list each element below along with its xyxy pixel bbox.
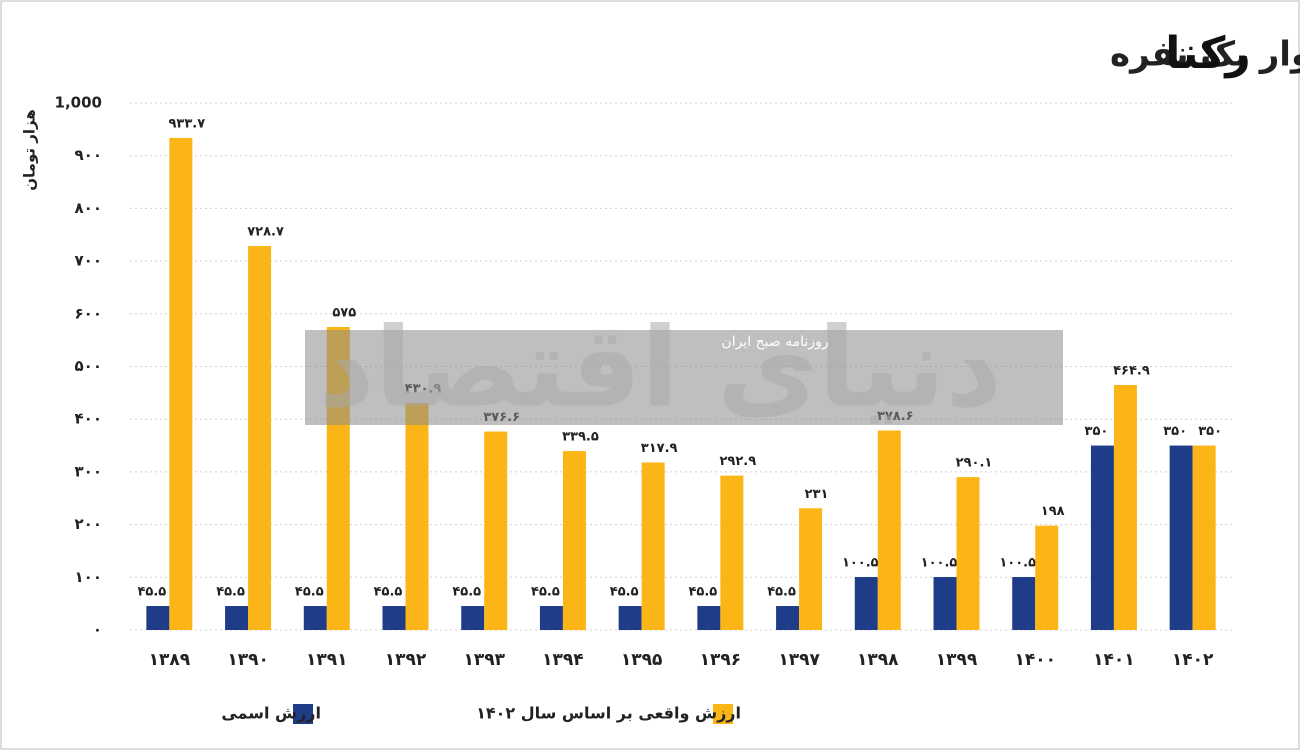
value-label: ۴۵.۵ <box>374 585 403 600</box>
x-tick-label: ۱۳۹۲ <box>385 650 427 670</box>
bar <box>405 402 429 630</box>
y-axis-label: هزار تومان <box>21 109 39 191</box>
value-label: ۳۱۷.۹ <box>641 441 678 456</box>
bar <box>1113 384 1137 630</box>
value-label: ۴۵.۵ <box>688 585 717 600</box>
bar <box>776 606 800 630</box>
y-tick-label: ۲۰۰ <box>75 515 102 533</box>
bar <box>225 606 249 630</box>
value-label: ۵۷۵ <box>332 305 356 320</box>
x-tick-label: ۱۳۹۳ <box>463 650 505 670</box>
bar <box>933 577 957 630</box>
bar <box>956 477 980 630</box>
value-label: ۲۹۲.۹ <box>720 454 757 469</box>
bar <box>618 606 642 630</box>
bar <box>146 606 170 630</box>
bar <box>169 137 193 630</box>
y-tick-label: ۱۰۰ <box>75 568 102 586</box>
value-label: ۲۳۱ <box>805 487 829 502</box>
y-tick-label: ۰ <box>93 621 102 639</box>
y-tick-label: ۶۰۰ <box>75 304 102 322</box>
y-tick-label: ۴۰۰ <box>75 410 102 428</box>
value-label: ۳۳۹.۵ <box>562 430 599 445</box>
x-tick-label: ۱۴۰۰ <box>1014 650 1056 670</box>
value-label: ۱۰۰.۵ <box>842 556 879 571</box>
value-label: ۳۵۰ <box>1085 424 1109 439</box>
x-tick-label: ۱۳۹۵ <box>621 650 663 670</box>
bar <box>641 462 665 630</box>
y-tick-label: ۸۰۰ <box>75 199 102 217</box>
value-label: ۳۵۰ <box>1198 424 1222 439</box>
bar <box>877 430 901 630</box>
y-tick-label: ۷۰۰ <box>75 252 102 270</box>
value-label: ۱۰۰.۵ <box>999 556 1036 571</box>
y-tick-label: 1,000 <box>55 94 102 112</box>
bar <box>461 606 485 630</box>
y-tick-label: ۳۰۰ <box>75 462 102 480</box>
x-tick-label: ۱۳۹۹ <box>936 650 978 670</box>
x-tick-label: ۱۳۹۱ <box>306 650 348 670</box>
x-tick-label: ۱۳۹۷ <box>778 650 820 670</box>
bar <box>1035 525 1059 630</box>
bar <box>1090 445 1114 630</box>
x-tick-label: ۱۳۹۸ <box>857 650 899 670</box>
x-tick-label: ۱۳۸۹ <box>149 650 191 670</box>
bar <box>539 606 563 630</box>
legend-label: ارزش واقعی بر اساس سال ۱۴۰۲ <box>476 704 741 723</box>
legend: ارزش اسمی ارزش واقعی بر اساس سال ۱۴۰۲ <box>221 704 741 724</box>
bar <box>248 245 272 630</box>
value-label: ۴۵.۵ <box>767 585 796 600</box>
bar <box>697 606 721 630</box>
value-label: ۴۵.۵ <box>295 585 324 600</box>
bar <box>382 606 406 630</box>
value-label: ۱۹۸ <box>1041 504 1065 519</box>
bar <box>1169 445 1193 630</box>
x-tick-label: ۱۳۹۰ <box>227 650 269 670</box>
value-label: ۴۵.۵ <box>610 585 639 600</box>
value-label: ۲۹۰.۱ <box>956 456 993 471</box>
x-tick-label: ۱۴۰۱ <box>1093 650 1135 670</box>
bar <box>720 475 744 630</box>
bar <box>1012 577 1036 630</box>
value-label: ۴۵.۵ <box>531 585 560 600</box>
bar <box>303 606 327 630</box>
value-label: ۷۲۸.۷ <box>247 224 284 239</box>
value-label: ۱۰۰.۵ <box>921 556 958 571</box>
watermark: دنیای اقتصاد <box>318 303 1002 431</box>
value-label: ۴۵.۵ <box>452 585 481 600</box>
x-tick-label: ۱۳۹۴ <box>542 650 584 670</box>
watermark-box <box>305 330 1063 425</box>
legend-label: ارزش اسمی <box>221 704 321 723</box>
bar <box>799 508 823 630</box>
value-label: ۹۳۳.۷ <box>169 116 206 131</box>
legend-swatch <box>713 704 733 724</box>
y-tick-label: ۹۰۰ <box>75 146 102 164</box>
x-tick-label: ۱۳۹۶ <box>700 650 742 670</box>
value-label: ۳۵۰ <box>1163 424 1187 439</box>
value-label: ۴۵.۵ <box>137 585 166 600</box>
legend-swatch <box>293 704 313 724</box>
bar <box>562 451 586 630</box>
bar <box>1192 445 1216 630</box>
watermark-subtitle: روزنامه صبح ایران <box>721 334 828 350</box>
chart-title: تغییرات ارزش واقعی یارانه نقدی برای خانو… <box>1110 35 1300 75</box>
x-tick-label: ۱۴۰۲ <box>1172 650 1214 670</box>
bar <box>484 431 508 630</box>
y-tick-label: ۵۰۰ <box>75 357 102 375</box>
value-label: ۴۵.۵ <box>216 585 245 600</box>
logo: رکنا <box>1165 28 1250 79</box>
value-label: ۴۶۴.۹ <box>1113 363 1150 378</box>
bar <box>854 577 878 630</box>
